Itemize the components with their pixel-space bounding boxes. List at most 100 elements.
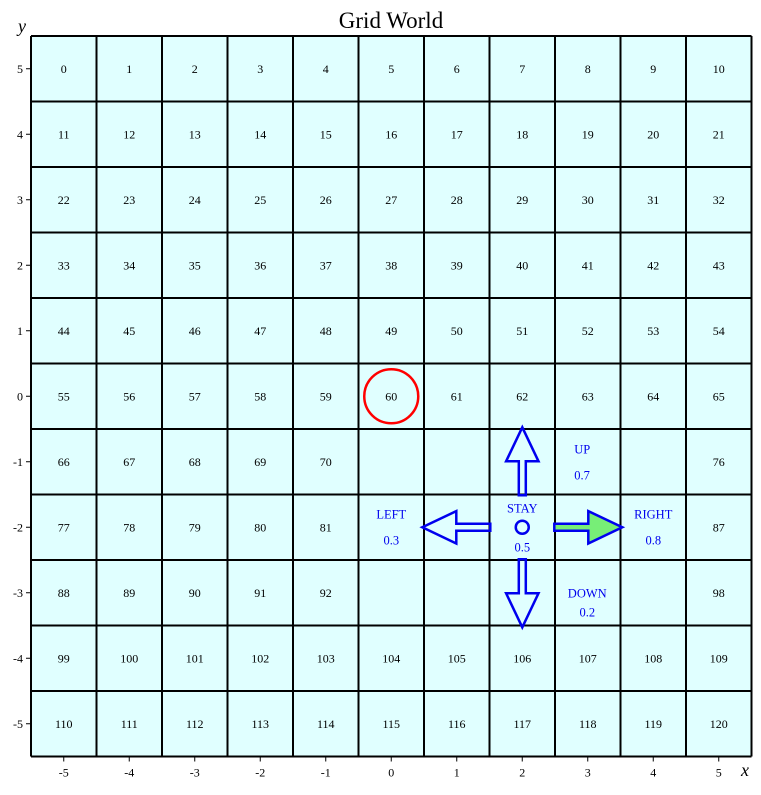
cell-label: 29 [516,193,528,207]
cell-label: 70 [320,455,332,469]
cell-label: 1 [126,62,132,76]
cell-label: 114 [317,717,335,731]
cell-label: 105 [448,651,466,665]
cell-label: 22 [58,193,70,207]
cell-label: 65 [713,389,725,403]
cell-label: 57 [189,389,201,403]
cell-label: 51 [516,324,528,338]
cell-label: 61 [451,389,463,403]
cell-label: 36 [254,258,266,272]
cell-label: 13 [189,127,201,141]
cell-label: 89 [123,586,135,600]
cell-label: 15 [320,127,332,141]
cell-label: 41 [582,258,594,272]
cell-label: 20 [647,127,659,141]
x-tick-label: -4 [124,766,134,780]
y-tick-label: 5 [17,62,23,76]
cell-label: 118 [579,717,597,731]
cell-label: 0 [61,62,67,76]
y-tick-label: 3 [17,193,23,207]
cell-label: 115 [382,717,400,731]
cell-label: 3 [257,62,263,76]
cell-label: 99 [58,651,70,665]
cell-label: 35 [189,258,201,272]
cell-label: 59 [320,389,332,403]
action-prob-stay: 0.5 [514,540,530,554]
cell-label: 120 [710,717,728,731]
cell-label: 100 [120,651,138,665]
cell-label: 98 [713,586,725,600]
cell-label: 112 [186,717,204,731]
cell-label: 53 [647,324,659,338]
cell-label: 38 [385,258,397,272]
x-tick-label: 4 [650,766,656,780]
x-tick-label: -3 [190,766,200,780]
cell-label: 30 [582,193,594,207]
cell-label: 48 [320,324,332,338]
arrow-left-icon [419,509,492,546]
y-tick-label: -2 [13,520,23,534]
y-tick-label: -5 [13,717,23,731]
cell-label: 45 [123,324,135,338]
cell-label: 107 [579,651,597,665]
x-tick-label: 1 [454,766,460,780]
y-tick-label: 2 [17,258,23,272]
cell-label: 12 [123,127,135,141]
cell-label: 54 [713,324,725,338]
action-label-left: LEFT [376,507,406,521]
cell-label: 109 [710,651,728,665]
arrow-up-icon [504,424,541,497]
cell-label: 9 [650,62,656,76]
cell-label: 63 [582,389,594,403]
cell-label: 102 [251,651,269,665]
cell-label: 103 [317,651,335,665]
x-tick-label: 2 [519,766,525,780]
stay-marker-icon [514,519,530,535]
y-tick-label: 1 [17,324,23,338]
cell-label: 55 [58,389,70,403]
cell-label: 32 [713,193,725,207]
cell-label: 8 [585,62,591,76]
action-prob-down: 0.2 [579,605,595,619]
y-tick-label: -1 [13,455,23,469]
cell-label: 101 [186,651,204,665]
cell-label: 19 [582,127,594,141]
arrow-down-icon [504,558,541,631]
cell-label: 16 [385,127,397,141]
cell-label: 40 [516,258,528,272]
cell-label: 69 [254,455,266,469]
action-label-stay: STAY [507,501,538,515]
action-overlay: UP 0.7 DOWN 0.2 LEFT 0.3 RIGHT 0.8 STAY 0.5 [363,368,673,631]
cell-label: 39 [451,258,463,272]
x-tick-label: -5 [59,766,69,780]
cell-label: 78 [123,520,135,534]
action-prob-up: 0.7 [574,468,590,482]
cell-label: 77 [58,520,70,534]
cell-label: 64 [647,389,659,403]
cell-label: 47 [254,324,266,338]
cell-label: 116 [448,717,466,731]
cell-label: 17 [451,127,463,141]
cell-label: 25 [254,193,266,207]
cell-label: 106 [513,651,531,665]
action-label-up: UP [574,442,590,456]
cell-label: 76 [713,455,725,469]
cell-label: 66 [58,455,70,469]
action-prob-right: 0.8 [645,533,661,547]
cell-label: 10 [713,62,725,76]
x-axis-label: x [740,760,749,780]
cell-label: 60 [385,389,397,403]
cell-label: 52 [582,324,594,338]
cell-label: 49 [385,324,397,338]
y-tick-label: 4 [17,127,23,141]
cell-label: 108 [644,651,662,665]
cell-label: 37 [320,258,332,272]
x-tick-label: 3 [585,766,591,780]
cell-label: 62 [516,389,528,403]
cell-label: 91 [254,586,266,600]
x-tick-label: -1 [321,766,331,780]
cell-label: 79 [189,520,201,534]
